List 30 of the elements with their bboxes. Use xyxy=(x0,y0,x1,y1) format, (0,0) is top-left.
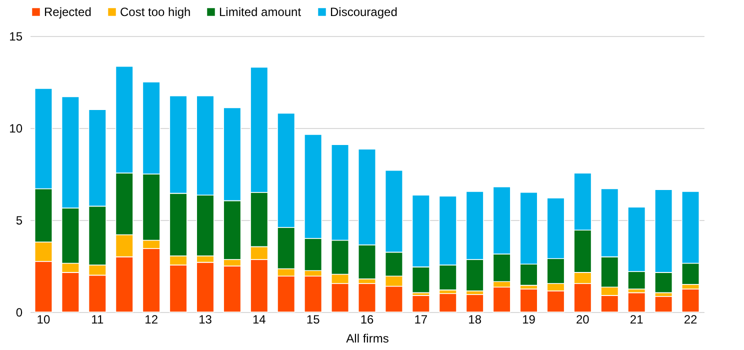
x-tick-label: 17 xyxy=(414,312,428,326)
x-tick-label: 20 xyxy=(576,312,590,326)
x-tick-label: 14 xyxy=(252,312,266,326)
bar xyxy=(520,288,538,312)
x-tick-label: 19 xyxy=(522,312,536,326)
legend-label: Cost too high xyxy=(120,5,191,19)
y-tick-label: 10 xyxy=(9,122,23,136)
x-tick-label: 13 xyxy=(198,312,212,326)
x-tick-label: 18 xyxy=(468,312,482,326)
legend-label: Limited amount xyxy=(219,5,302,19)
bar xyxy=(412,295,430,312)
x-tick-label: 16 xyxy=(360,312,374,326)
bar xyxy=(654,296,673,312)
x-tick-label: 21 xyxy=(630,312,644,326)
x-tick-label: 12 xyxy=(144,312,158,326)
y-tick-label: 0 xyxy=(16,306,23,320)
x-tick-label: 11 xyxy=(91,312,104,326)
x-tick-label: 15 xyxy=(306,312,320,326)
bar xyxy=(358,283,376,312)
x-tick-label: 22 xyxy=(684,312,698,326)
bar xyxy=(438,293,457,312)
legend-label: Rejected xyxy=(44,5,92,19)
y-tick-label: 15 xyxy=(9,30,23,44)
x-tick-label: 10 xyxy=(36,312,50,326)
x-axis-title: All firms xyxy=(346,332,389,346)
bar xyxy=(681,288,700,312)
y-tick-label: 5 xyxy=(16,214,23,228)
bar xyxy=(628,292,646,312)
bar xyxy=(466,294,484,312)
legend-label: Discouraged xyxy=(330,5,398,19)
